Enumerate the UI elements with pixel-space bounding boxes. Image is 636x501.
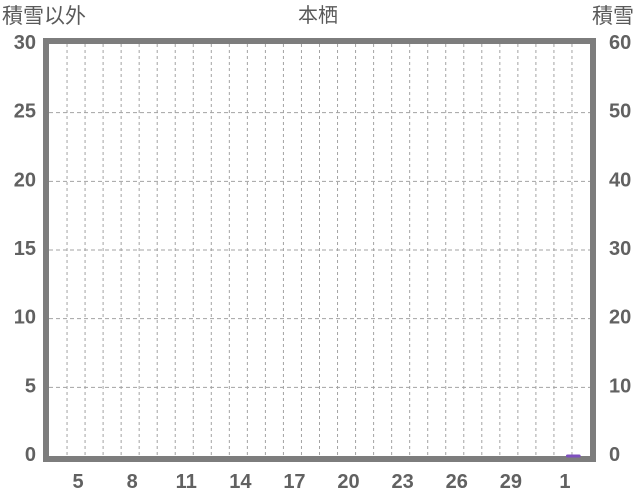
x-axis-tick-label: 5 [72, 471, 83, 493]
left-axis-tick-label: 30 [14, 32, 36, 54]
plot-frame [43, 38, 596, 462]
x-axis-tick-label: 8 [127, 471, 138, 493]
right-axis-title: 積雪 [592, 5, 634, 28]
right-axis-tick-label: 50 [609, 101, 631, 123]
left-axis-tick-label: 25 [14, 101, 36, 123]
left-axis-tick-label: 0 [25, 444, 36, 466]
x-axis-tick-label: 17 [283, 471, 305, 493]
left-axis-tick-label: 10 [14, 307, 36, 329]
x-axis-tick-label: 1 [559, 471, 570, 493]
x-axis-tick-label: 20 [337, 471, 359, 493]
right-axis-tick-label: 0 [609, 444, 620, 466]
x-axis-tick-label: 23 [392, 471, 414, 493]
x-axis-tick-label: 26 [446, 471, 468, 493]
right-axis-tick-label: 20 [609, 307, 631, 329]
left-axis-title: 積雪以外 [2, 5, 86, 28]
left-axis-tick-label: 5 [25, 375, 36, 397]
right-axis-tick-label: 10 [609, 375, 631, 397]
right-axis-tick-label: 30 [609, 238, 631, 260]
x-axis-tick-label: 29 [500, 471, 522, 493]
left-axis-tick-label: 20 [14, 169, 36, 191]
right-axis-tick-label: 60 [609, 32, 631, 54]
x-axis-tick-label: 11 [176, 471, 197, 493]
x-axis-tick-label: 14 [229, 471, 252, 493]
chart-title: 本栖 [298, 5, 338, 27]
right-axis-tick-label: 40 [609, 169, 631, 191]
left-axis-tick-label: 15 [14, 238, 36, 260]
